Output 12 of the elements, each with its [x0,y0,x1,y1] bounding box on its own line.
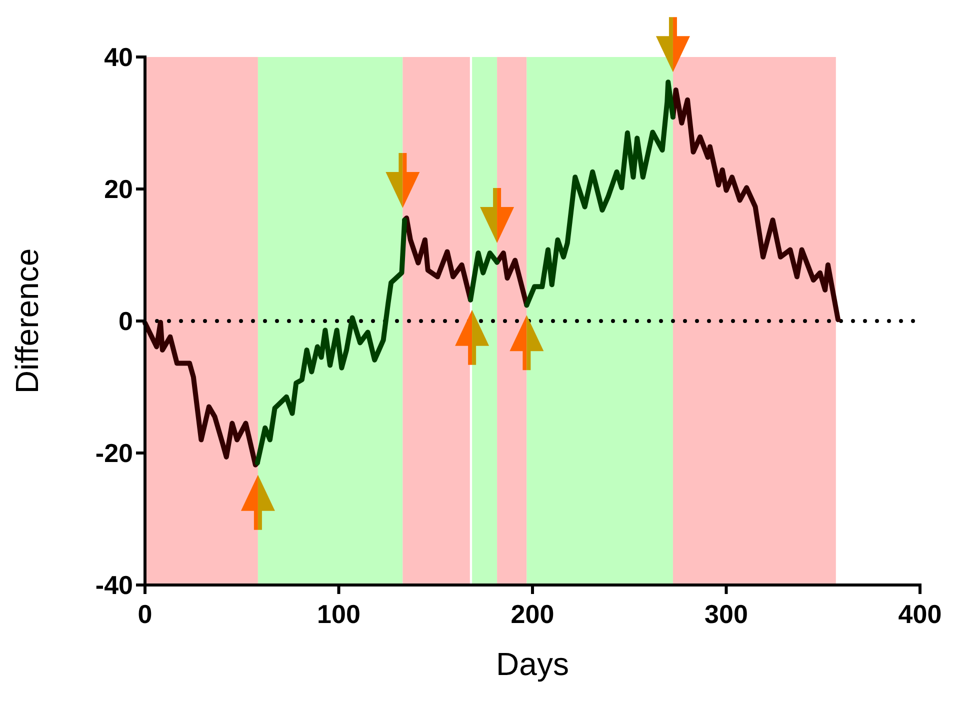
y-tick-label: 20 [104,174,133,204]
y-axis-title: Difference [9,248,45,394]
x-axis-title: Days [496,646,569,682]
x-tick-label: 300 [704,599,748,629]
x-tick-label: 200 [510,599,554,629]
x-tick-label: 400 [898,599,942,629]
y-tick-label: 40 [104,42,133,72]
y-tick-label: 0 [118,306,133,336]
x-tick-label: 100 [317,599,360,629]
x-tick-label: 0 [138,599,152,629]
y-tick-label: -20 [95,438,133,468]
y-tick-label: -40 [95,570,133,600]
